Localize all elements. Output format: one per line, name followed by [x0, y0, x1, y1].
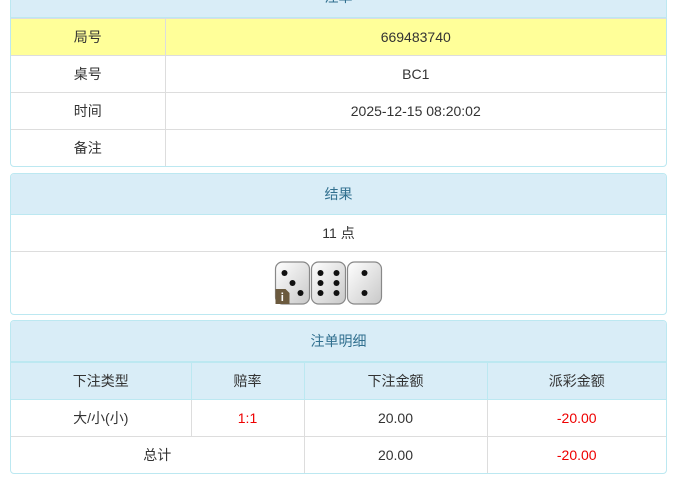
total-amount: 20.00: [303, 436, 488, 473]
info-badge: [275, 289, 290, 304]
bet-type: 大/小(小): [11, 399, 192, 437]
panel-heading: 注单明细: [11, 321, 666, 362]
detail-panel: 注单明细 下注类型 赔率 下注金额 派彩金额 大/小(小) 1:1 20.00 …: [10, 320, 667, 474]
die-face: [310, 261, 347, 305]
panel-heading: 注单: [11, 0, 666, 18]
payout: -20.00: [486, 399, 666, 437]
value: [164, 129, 666, 166]
column-header: 下注类型: [11, 362, 192, 400]
row: 桌号 BC1: [11, 55, 666, 93]
value: 2025-12-15 08:20:02: [164, 92, 666, 130]
total-payout: -20.00: [486, 436, 666, 473]
points: 11 点: [11, 215, 666, 252]
amount: 20.00: [303, 399, 488, 437]
pip: [297, 290, 304, 296]
badge-i: [281, 295, 284, 301]
label: 桌号: [11, 55, 166, 93]
row: 备注: [11, 129, 666, 166]
pip: [361, 270, 368, 276]
result-panel: 结果 11 点: [10, 173, 667, 315]
panel-heading: 结果: [11, 174, 666, 215]
pip: [333, 270, 340, 276]
value: 669483740: [164, 18, 666, 56]
column-header: 下注金额: [303, 362, 488, 400]
row: 大/小(小) 1:1 20.00 -20.00: [11, 399, 666, 437]
dice-row: [11, 252, 666, 314]
header-row: 下注类型 赔率 下注金额 派彩金额: [11, 362, 666, 400]
info-table: 局号 669483740 桌号 BC1 时间 2025-12-15 08:20:02 …: [11, 18, 666, 166]
total-label: 总计: [11, 436, 305, 473]
pip: [361, 290, 368, 296]
row: 局号 669483740: [11, 18, 666, 56]
row: 时间 2025-12-15 08:20:02: [11, 92, 666, 130]
pip: [317, 280, 324, 286]
die: [346, 261, 383, 305]
label: 局号: [11, 18, 166, 56]
pip: [317, 270, 324, 276]
pip: [333, 280, 340, 286]
label: 备注: [11, 129, 166, 166]
column-header: 派彩金额: [486, 362, 666, 400]
odds: 1:1: [190, 399, 305, 437]
label: 时间: [11, 92, 166, 130]
pip: [333, 290, 340, 296]
pip: [317, 290, 324, 296]
value: BC1: [164, 55, 666, 93]
column-header: 赔率: [190, 362, 305, 400]
total-row: 总计 20.00 -20.00: [11, 436, 666, 473]
pip: [281, 270, 288, 276]
dice: [274, 261, 383, 305]
badge-dot: [281, 292, 284, 295]
detail-table: 下注类型 赔率 下注金额 派彩金额 大/小(小) 1:1 20.00 -20.0…: [11, 362, 666, 473]
pip: [289, 280, 296, 286]
die: [310, 261, 347, 305]
die-face: [346, 261, 383, 305]
